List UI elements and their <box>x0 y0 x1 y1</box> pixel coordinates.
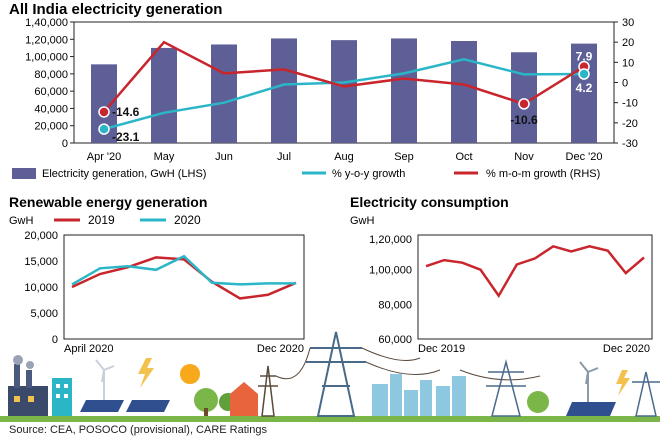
left-tick-label: 40,000 <box>34 103 68 115</box>
generation-bar <box>571 43 597 143</box>
x-tick-label: Sep <box>394 151 414 163</box>
consumption-y-tick: 60,000 <box>378 334 412 346</box>
x-tick-label: Jul <box>277 151 291 163</box>
renewable-y-tick: 15,000 <box>24 256 58 268</box>
consumption-y-tick: 1,00,000 <box>369 265 412 277</box>
legend-2020-label: 2020 <box>174 213 201 227</box>
renewable-plot: 0 5,000 10,000 15,000 20,000 <box>24 230 305 346</box>
renewable-2020-line <box>71 254 296 286</box>
right-tick-label: -30 <box>622 138 638 150</box>
annotation-marker <box>578 68 590 80</box>
legend-bar-label: Electricity generation, GwH (LHS) <box>42 168 206 180</box>
left-tick-label: 1,40,000 <box>25 17 68 29</box>
generation-bar <box>151 47 177 143</box>
consumption-x-end: Dec 2020 <box>603 343 650 355</box>
renewable-y-tick: 0 <box>52 334 58 346</box>
consumption-unit-label: GwH <box>350 215 375 227</box>
right-tick-label: 30 <box>622 17 634 29</box>
x-tick-label: Oct <box>455 151 472 163</box>
legend-bar-swatch <box>12 168 36 179</box>
annotation-label: 4.2 <box>576 81 593 95</box>
renewable-y-tick: 10,000 <box>24 282 58 294</box>
mom-growth-line <box>103 40 585 113</box>
annotation-marker <box>98 106 110 118</box>
left-tick-label: 20,000 <box>34 121 68 133</box>
consumption-y-tick: 1,20,000 <box>369 234 412 246</box>
left-tick-label: 0 <box>62 138 68 150</box>
right-tick-label: -20 <box>622 118 638 130</box>
annotation-label: -23.1 <box>112 130 140 144</box>
x-tick-label: Dec '20 <box>566 151 603 163</box>
generation-plot: 0 20,000 40,000 60,000 80,000 1,00,000 1,20,00… <box>25 17 638 163</box>
left-tick-label: 1,00,000 <box>25 52 68 64</box>
x-tick-label: Jun <box>215 151 233 163</box>
x-tick-label: May <box>154 151 175 163</box>
generation-legend: Electricity generation, GwH (LHS) % y-o-… <box>12 168 600 180</box>
source-note: Source: CEA, POSOCO (provisional), CARE … <box>9 424 267 436</box>
consumption-plot: 60,000 80,000 1,00,000 1,20,000 <box>369 234 653 346</box>
consumption-frame <box>417 234 653 340</box>
consumption-x-start: Dec 2019 <box>418 343 465 355</box>
renewable-x-end: Dec 2020 <box>257 343 304 355</box>
left-tick-label: 80,000 <box>34 69 68 81</box>
left-tick-label: 60,000 <box>34 86 68 98</box>
yoy-growth-line <box>103 58 585 131</box>
annotation-label: 7.9 <box>576 50 593 64</box>
generation-bar <box>451 41 477 144</box>
renewable-y-tick: 5,000 <box>30 308 58 320</box>
generation-bar <box>211 44 237 143</box>
consumption-line <box>425 244 645 299</box>
renewable-2019-line <box>71 256 297 300</box>
annotation-label: -14.6 <box>112 105 140 119</box>
x-tick-label: Aug <box>334 151 354 163</box>
x-tick-label: Nov <box>514 151 534 163</box>
x-tick-label: Apr '20 <box>87 151 122 163</box>
annotation-label: -10.6 <box>510 113 538 127</box>
right-tick-label: -10 <box>622 98 638 110</box>
legend-2019-label: 2019 <box>88 213 115 227</box>
renewable-x-start: April 2020 <box>64 343 114 355</box>
legend-yoy-label: % y-o-y growth <box>332 168 405 180</box>
renewable-chart-title: Renewable energy generation <box>9 194 207 210</box>
annotation-marker <box>98 123 110 135</box>
renewable-unit-label: GwH <box>9 215 34 227</box>
generation-bar <box>271 38 297 143</box>
right-tick-label: 10 <box>622 57 634 69</box>
consumption-chart-title: Electricity consumption <box>350 194 509 210</box>
renewable-y-tick: 20,000 <box>24 230 58 242</box>
right-tick-label: 0 <box>622 78 628 90</box>
legend-mom-label: % m-o-m growth (RHS) <box>486 168 600 180</box>
generation-chart-title: All India electricity generation <box>9 1 222 18</box>
generation-bar <box>331 40 357 143</box>
consumption-y-tick: 80,000 <box>378 299 412 311</box>
annotation-marker <box>518 98 530 110</box>
right-tick-label: 20 <box>622 37 634 49</box>
renewable-frame <box>63 234 305 340</box>
generation-bar <box>391 38 417 143</box>
left-tick-label: 1,20,000 <box>25 34 68 46</box>
